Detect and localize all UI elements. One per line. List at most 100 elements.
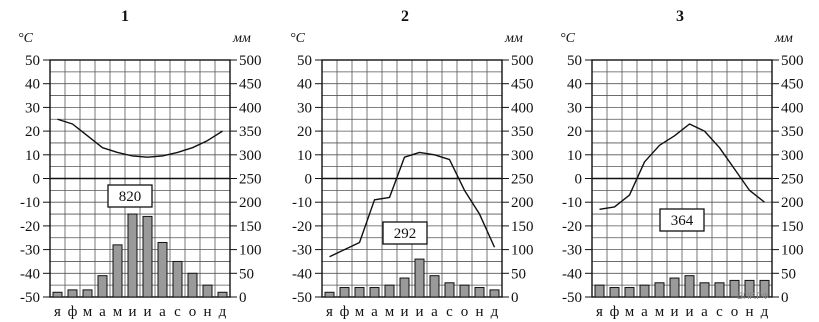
- precip-bar: [609, 287, 620, 298]
- temp-tick-label: 50: [25, 53, 40, 69]
- temp-tick-label: -40: [562, 266, 582, 282]
- temp-tick-label: 0: [33, 172, 41, 188]
- precip-bar: [52, 291, 63, 298]
- temp-tick-label: 40: [567, 77, 582, 93]
- precip-tick-label: 250: [781, 172, 804, 188]
- temp-tick-label: 20: [567, 124, 582, 140]
- month-label: и: [128, 304, 136, 320]
- total-precip-box: [659, 208, 705, 232]
- temperature-line: [57, 118, 223, 158]
- month-label: и: [400, 304, 408, 320]
- precip-tick-label: 350: [781, 124, 804, 140]
- month-label: м: [385, 304, 395, 320]
- precip-tick-label: 500: [781, 53, 804, 69]
- month-label: д: [491, 304, 499, 320]
- month-label: и: [670, 304, 678, 320]
- month-label: а: [99, 304, 106, 320]
- temp-tick-label: 50: [567, 53, 582, 69]
- precip-tick-label: 400: [511, 100, 534, 116]
- left-axis-unit: °C: [560, 31, 576, 46]
- precip-bar: [324, 291, 335, 298]
- month-label: с: [716, 304, 723, 320]
- temperature-line: [599, 123, 765, 211]
- precip-bar: [459, 284, 470, 298]
- precip-bar: [489, 289, 500, 298]
- right-axis-unit: мм: [232, 31, 251, 46]
- month-label: с: [174, 304, 181, 320]
- month-label: м: [655, 304, 665, 320]
- month-label: м: [355, 304, 365, 320]
- precip-tick-label: 500: [511, 53, 534, 69]
- temp-tick-label: -10: [20, 195, 40, 211]
- precip-tick-label: 450: [511, 77, 534, 93]
- month-label: я: [326, 304, 333, 320]
- precip-bar: [429, 275, 440, 298]
- chart-title: 1: [121, 8, 129, 25]
- precip-bar: [729, 279, 740, 298]
- precip-bar: [414, 258, 425, 298]
- precip-bar: [384, 284, 395, 298]
- month-label: а: [431, 304, 438, 320]
- month-label: м: [83, 304, 93, 320]
- chart-3: 3°C мм50403020100-10-20-30-40-50500450400…: [560, 8, 804, 320]
- month-label: а: [641, 304, 648, 320]
- precip-bar: [67, 289, 78, 298]
- precip-tick-label: 200: [239, 195, 262, 211]
- temp-tick-label: -50: [292, 290, 312, 306]
- month-label: а: [371, 304, 378, 320]
- precip-tick-label: 200: [781, 195, 804, 211]
- month-label: о: [461, 304, 469, 320]
- month-label: д: [219, 304, 227, 320]
- month-label: н: [745, 304, 753, 320]
- total-precip-box: [382, 221, 428, 245]
- temp-tick-label: -50: [20, 290, 40, 306]
- precip-bar: [654, 282, 665, 298]
- precip-tick-label: 450: [239, 77, 262, 93]
- precip-tick-label: 450: [781, 77, 804, 93]
- temperature-line: [329, 151, 496, 258]
- chart-title: 2: [401, 8, 409, 25]
- precip-bar: [127, 213, 138, 298]
- temp-tick-label: -40: [292, 266, 312, 282]
- precip-bar: [82, 289, 93, 298]
- precip-bar: [339, 287, 350, 298]
- precip-tick-label: 50: [781, 266, 796, 282]
- temp-tick-label: -10: [292, 195, 312, 211]
- precip-bar: [187, 272, 198, 298]
- precip-bar: [142, 215, 153, 298]
- month-label: о: [731, 304, 739, 320]
- temp-tick-label: 40: [25, 77, 40, 93]
- month-label: ф: [610, 304, 620, 320]
- total-precip-label: 820: [119, 189, 142, 205]
- precip-tick-label: 350: [511, 124, 534, 140]
- precip-bar: [217, 291, 228, 298]
- precip-tick-label: 250: [511, 172, 534, 188]
- month-label: а: [701, 304, 708, 320]
- temp-tick-label: -50: [562, 290, 582, 306]
- precip-bar: [624, 287, 635, 298]
- month-label: м: [625, 304, 635, 320]
- precip-bar: [354, 287, 365, 298]
- month-label: я: [596, 304, 603, 320]
- month-label: а: [159, 304, 166, 320]
- precip-tick-label: 300: [511, 148, 534, 164]
- temp-tick-label: -30: [292, 243, 312, 259]
- precip-tick-label: 100: [239, 243, 262, 259]
- month-label: ф: [68, 304, 78, 320]
- total-precip-box: [107, 184, 153, 208]
- temp-tick-label: 0: [575, 172, 583, 188]
- precip-tick-label: 350: [239, 124, 262, 140]
- precip-bar: [744, 279, 755, 298]
- temp-tick-label: 10: [567, 148, 582, 164]
- precip-bar: [594, 284, 605, 298]
- chart-1: 1°C мм50403020100-10-20-30-40-50500450400…: [18, 8, 262, 320]
- precip-tick-label: 400: [239, 100, 262, 116]
- month-label: о: [189, 304, 197, 320]
- precip-bar: [474, 287, 485, 298]
- precip-tick-label: 50: [239, 266, 254, 282]
- temp-tick-label: -10: [562, 195, 582, 211]
- temp-tick-label: 30: [297, 100, 312, 116]
- temp-tick-label: -30: [20, 243, 40, 259]
- month-label: и: [143, 304, 151, 320]
